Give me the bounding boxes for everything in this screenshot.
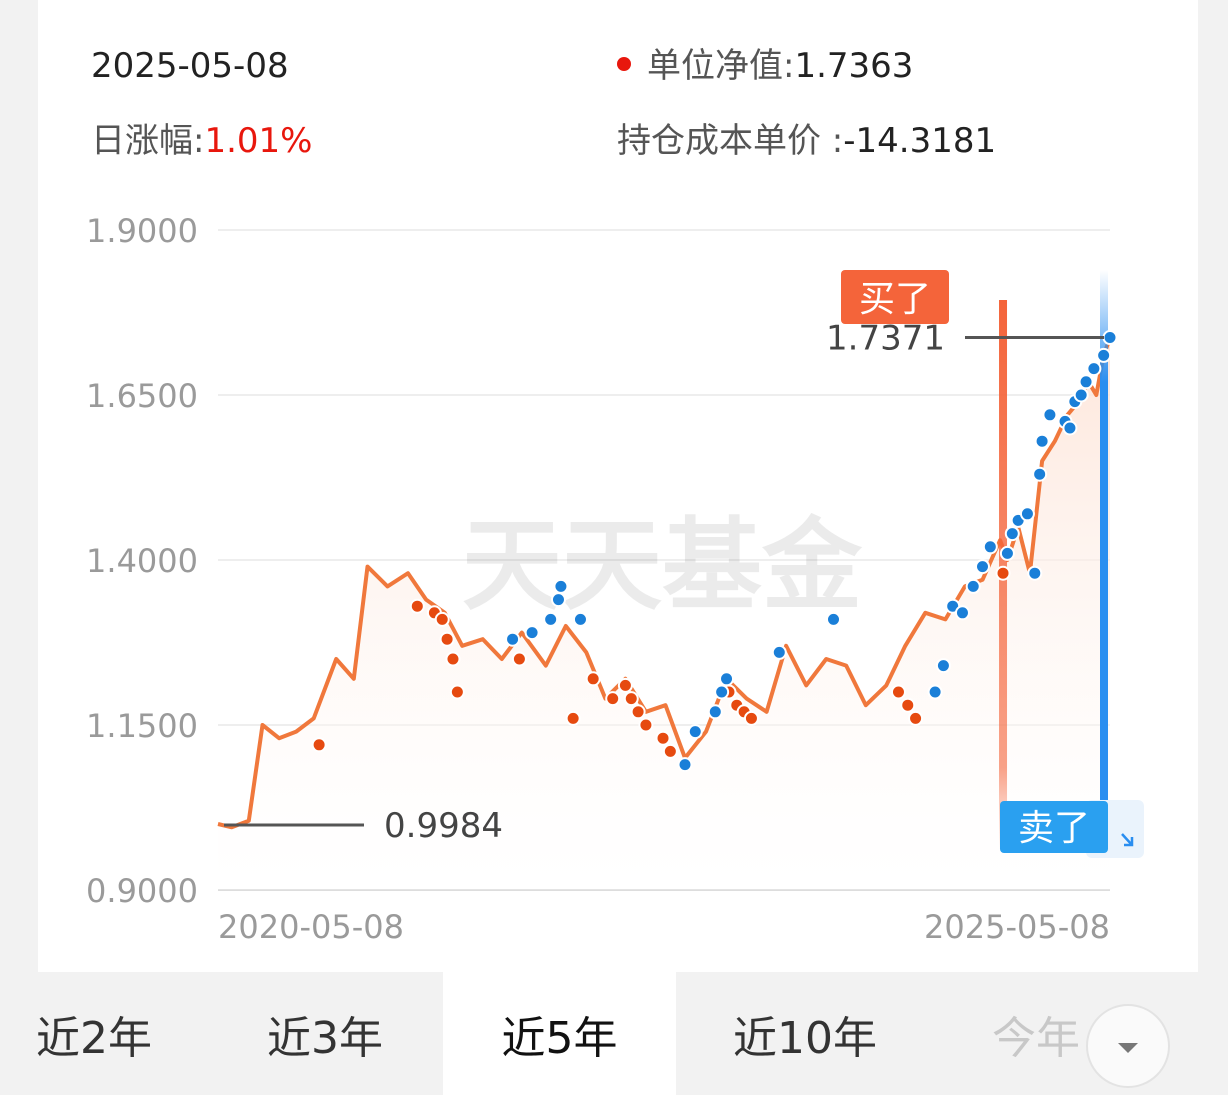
- tab-label: 近2年: [36, 1012, 152, 1064]
- sell-point[interactable]: [505, 631, 521, 647]
- sell-marker-bar: [1100, 270, 1108, 830]
- sell-point[interactable]: [1102, 330, 1118, 346]
- sell-point[interactable]: [1032, 466, 1048, 482]
- buy-point[interactable]: [995, 565, 1011, 581]
- sell-point[interactable]: [982, 539, 998, 555]
- cost-info: 持仓成本单价 :-14.3181: [617, 124, 996, 158]
- sell-tag-label: 卖了: [1018, 808, 1090, 849]
- buy-point[interactable]: [409, 598, 425, 614]
- buy-point[interactable]: [434, 611, 450, 627]
- tab-5-years[interactable]: 近5年: [443, 972, 676, 1095]
- sell-point[interactable]: [927, 684, 943, 700]
- expand-arrow-icon[interactable]: [1121, 833, 1134, 847]
- y-tick-label: 0.9000: [86, 872, 198, 910]
- buy-point[interactable]: [662, 743, 678, 759]
- sell-point[interactable]: [1034, 433, 1050, 449]
- date-display: 2025-05-08: [91, 49, 289, 83]
- buy-point[interactable]: [449, 684, 465, 700]
- sell-point[interactable]: [1027, 565, 1043, 581]
- x-tick-label: 2020-05-08: [218, 908, 404, 946]
- chevron-down-icon: [1118, 1043, 1138, 1053]
- sell-point[interactable]: [572, 611, 588, 627]
- sell-point[interactable]: [550, 592, 566, 608]
- sell-point[interactable]: [707, 704, 723, 720]
- sell-point[interactable]: [1004, 526, 1020, 542]
- nav-value: 1.7363: [794, 46, 914, 86]
- y-tick-label: 1.6500: [86, 377, 198, 415]
- buy-point[interactable]: [511, 651, 527, 667]
- buy-point[interactable]: [565, 710, 581, 726]
- cost-value: -14.3181: [843, 121, 997, 161]
- buy-point[interactable]: [623, 691, 639, 707]
- period-tab-bar: 近2年 近3年 近5年 近10年 今年: [0, 972, 1228, 1095]
- sell-point[interactable]: [1086, 361, 1102, 377]
- sell-point[interactable]: [771, 644, 787, 660]
- tab-3-years[interactable]: 近3年: [210, 972, 440, 1095]
- tab-label: 近10年: [733, 1012, 877, 1064]
- sell-point[interactable]: [954, 605, 970, 621]
- min-value-label: 0.9984: [384, 806, 503, 846]
- sell-point[interactable]: [826, 611, 842, 627]
- date-value: 2025-05-08: [91, 46, 289, 86]
- sell-point[interactable]: [1019, 506, 1035, 522]
- sell-point[interactable]: [1042, 407, 1058, 423]
- sell-point[interactable]: [687, 724, 703, 740]
- sell-point[interactable]: [1062, 420, 1078, 436]
- tab-this-year[interactable]: 今年: [978, 972, 1088, 1095]
- tab-label: 近3年: [267, 1012, 383, 1064]
- nav-dot-icon: [617, 56, 631, 71]
- tab-label: 今年: [992, 1012, 1080, 1064]
- y-tick-label: 1.1500: [86, 707, 198, 745]
- sell-point[interactable]: [965, 578, 981, 594]
- daily-change-value: 1.01%: [204, 121, 313, 161]
- sell-point[interactable]: [1096, 347, 1112, 363]
- tab-2-years[interactable]: 近2年: [0, 972, 204, 1095]
- watermark-text: 天天基金: [462, 506, 863, 624]
- sell-point[interactable]: [1078, 374, 1094, 390]
- buy-point[interactable]: [585, 671, 601, 687]
- sell-tag: [1000, 801, 1108, 853]
- sell-point[interactable]: [714, 684, 730, 700]
- nav-info: 单位净值:1.7363: [617, 49, 913, 83]
- nav-line-chart[interactable]: 1.9000 1.6500 1.4000 1.1500 0.9000 2020-05-08…: [0, 0, 1228, 972]
- buy-tag-label: 买了: [859, 279, 931, 320]
- area-fill: [218, 338, 1110, 890]
- buy-point[interactable]: [605, 691, 621, 707]
- buy-point[interactable]: [630, 704, 646, 720]
- daily-change-info: 日涨幅:1.01%: [91, 124, 312, 158]
- y-tick-label: 1.9000: [86, 212, 198, 250]
- y-tick-label: 1.4000: [86, 542, 198, 580]
- buy-point[interactable]: [311, 737, 327, 753]
- x-tick-label: 2025-05-08: [924, 908, 1110, 946]
- buy-point[interactable]: [655, 730, 671, 746]
- sell-point[interactable]: [677, 757, 693, 773]
- buy-point[interactable]: [638, 717, 654, 733]
- daily-change-label: 日涨幅:: [91, 121, 205, 161]
- buy-point[interactable]: [445, 651, 461, 667]
- cost-label: 持仓成本单价 :: [617, 121, 844, 161]
- sell-point[interactable]: [543, 611, 559, 627]
- buy-point[interactable]: [900, 697, 916, 713]
- nav-series-line: [217, 337, 1112, 830]
- buy-point[interactable]: [743, 710, 759, 726]
- tab-10-years[interactable]: 近10年: [676, 972, 934, 1095]
- buy-point[interactable]: [908, 710, 924, 726]
- nav-label: 单位净值:: [647, 46, 795, 86]
- sell-point[interactable]: [719, 671, 735, 687]
- buy-point[interactable]: [617, 677, 633, 693]
- max-value-label: 1.7371: [826, 319, 945, 359]
- sell-point[interactable]: [1073, 387, 1089, 403]
- sell-point[interactable]: [553, 578, 569, 594]
- sell-point[interactable]: [935, 658, 951, 674]
- buy-point[interactable]: [439, 631, 455, 647]
- sell-point[interactable]: [975, 559, 991, 575]
- period-dropdown-button[interactable]: [1086, 1004, 1170, 1088]
- sell-point[interactable]: [999, 545, 1015, 561]
- tab-label: 近5年: [501, 1012, 618, 1064]
- sell-point[interactable]: [524, 625, 540, 641]
- buy-tag: [841, 270, 949, 324]
- buy-point[interactable]: [890, 684, 906, 700]
